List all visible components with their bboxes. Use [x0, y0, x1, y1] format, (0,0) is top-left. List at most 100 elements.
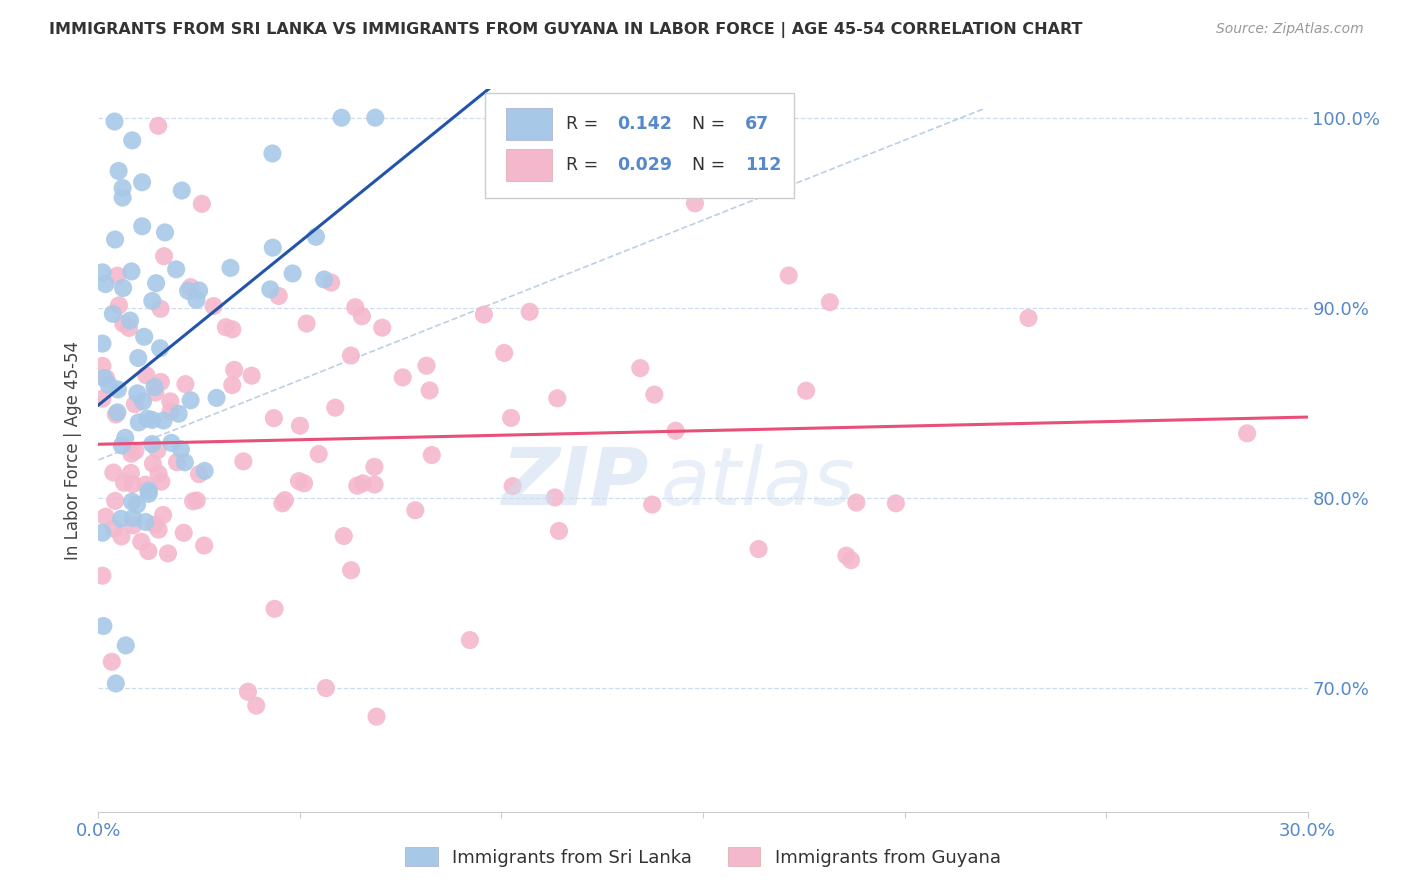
- Point: [191, 197, 214, 211]
- Point: [94, 509, 117, 524]
- Point: [138, 487, 160, 501]
- Point: [315, 681, 337, 695]
- Point: [221, 378, 243, 392]
- FancyBboxPatch shape: [506, 149, 551, 181]
- Text: N =: N =: [682, 115, 731, 133]
- Point: [152, 508, 174, 522]
- Point: [170, 184, 193, 198]
- Point: [643, 387, 665, 401]
- Point: [149, 341, 172, 355]
- Point: [134, 515, 156, 529]
- Point: [262, 241, 284, 255]
- Point: [138, 544, 160, 558]
- Point: [152, 413, 174, 427]
- Text: 0.029: 0.029: [617, 156, 672, 174]
- Point: [419, 384, 441, 398]
- Point: [224, 363, 246, 377]
- Y-axis label: In Labor Force | Age 45-54: In Labor Force | Age 45-54: [65, 341, 83, 560]
- Point: [167, 407, 190, 421]
- Point: [149, 375, 172, 389]
- Point: [181, 494, 204, 508]
- Point: [132, 394, 155, 409]
- Point: [111, 190, 134, 204]
- Point: [141, 437, 163, 451]
- Point: [340, 563, 363, 577]
- Point: [221, 322, 243, 336]
- Point: [166, 455, 188, 469]
- Point: [259, 282, 281, 296]
- Point: [363, 459, 385, 474]
- Point: [236, 685, 259, 699]
- Point: [110, 529, 132, 543]
- Point: [305, 229, 328, 244]
- Point: [683, 196, 706, 211]
- Point: [333, 529, 356, 543]
- Point: [111, 181, 134, 195]
- Point: [292, 476, 315, 491]
- Point: [180, 393, 202, 408]
- Point: [472, 308, 495, 322]
- Point: [91, 359, 114, 373]
- Point: [112, 317, 135, 331]
- Text: R =: R =: [567, 115, 605, 133]
- Point: [149, 301, 172, 316]
- Point: [153, 249, 176, 263]
- Point: [107, 383, 129, 397]
- Point: [104, 232, 127, 246]
- Text: ZIP: ZIP: [501, 444, 648, 522]
- Point: [145, 276, 167, 290]
- Point: [186, 493, 208, 508]
- Point: [141, 293, 163, 308]
- Point: [295, 317, 318, 331]
- Point: [131, 175, 153, 189]
- Point: [112, 281, 135, 295]
- Point: [108, 298, 131, 312]
- Point: [404, 503, 426, 517]
- Point: [363, 477, 385, 491]
- Point: [173, 455, 195, 469]
- Point: [96, 371, 118, 385]
- Point: [288, 474, 311, 488]
- Point: [364, 111, 387, 125]
- Point: [138, 483, 160, 498]
- Point: [104, 408, 127, 422]
- Point: [546, 392, 568, 406]
- Point: [101, 307, 124, 321]
- Point: [134, 330, 156, 344]
- Point: [641, 498, 664, 512]
- Point: [205, 391, 228, 405]
- Point: [240, 368, 263, 383]
- Point: [778, 268, 800, 283]
- Point: [173, 525, 195, 540]
- Point: [845, 495, 868, 509]
- Text: 112: 112: [745, 156, 782, 174]
- Point: [91, 568, 114, 582]
- Point: [150, 475, 173, 489]
- Point: [101, 655, 124, 669]
- Point: [219, 260, 242, 275]
- Point: [747, 542, 769, 557]
- Point: [271, 496, 294, 510]
- Point: [91, 392, 114, 406]
- Point: [415, 359, 437, 373]
- Point: [628, 361, 651, 376]
- Point: [371, 320, 394, 334]
- Point: [118, 321, 141, 335]
- Point: [153, 226, 176, 240]
- Point: [107, 405, 129, 419]
- Point: [391, 370, 413, 384]
- Point: [107, 164, 129, 178]
- Point: [159, 394, 181, 409]
- Point: [170, 442, 193, 457]
- FancyBboxPatch shape: [506, 108, 551, 140]
- Point: [350, 310, 373, 324]
- Point: [499, 411, 522, 425]
- Point: [352, 476, 374, 491]
- Point: [141, 413, 163, 427]
- Point: [1018, 311, 1040, 326]
- Point: [314, 272, 336, 286]
- Point: [215, 320, 238, 334]
- Point: [143, 380, 166, 394]
- Point: [884, 496, 907, 510]
- Point: [232, 454, 254, 468]
